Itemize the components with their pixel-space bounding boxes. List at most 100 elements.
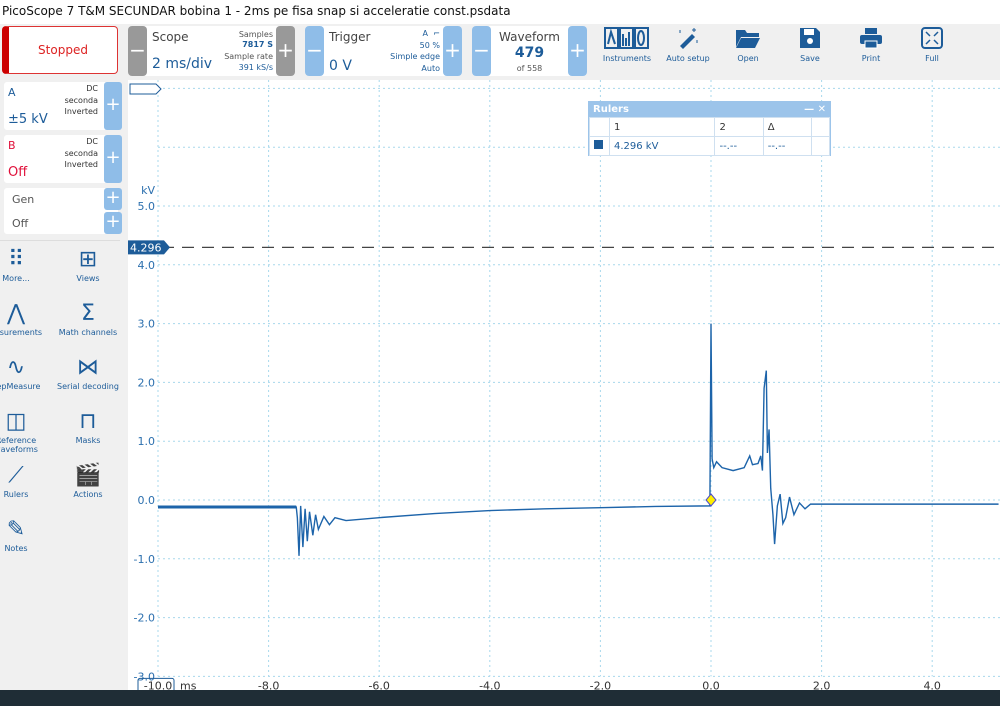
print-label: Print	[861, 54, 881, 63]
waveform-total: of 558	[516, 64, 543, 73]
waveform-label: Waveform	[499, 30, 560, 44]
channel-a-range[interactable]: ±5 kV	[8, 112, 48, 127]
channel-a-coupling: DC	[86, 84, 98, 93]
x-tick-label: -10.0	[144, 679, 172, 690]
sidebar-item-label: More...	[2, 274, 30, 283]
timebase-value[interactable]: 2 ms/div	[152, 56, 213, 72]
scope-group: − + Scope 2 ms/div Samples 7817 S Sample…	[128, 26, 295, 76]
folder-icon	[736, 30, 760, 48]
timebase-decrease-button[interactable]: −	[128, 26, 147, 76]
generator-name: Gen	[12, 193, 35, 206]
channel-b-range[interactable]: Off	[8, 165, 28, 180]
sidebar-item-sigma[interactable]: Σ Math channels	[56, 300, 120, 337]
ruler-1-value: 4.296 kV	[608, 136, 716, 156]
rulers-header[interactable]: Rulers — ✕	[589, 102, 830, 117]
sample-rate-value: 391 kS/s	[238, 63, 273, 72]
sidebar-item-dots-grid[interactable]: ⠿ More...	[0, 246, 48, 283]
sidebar-item-grid[interactable]: ⊞ Views	[56, 246, 120, 283]
trigger-decrease-button[interactable]: −	[305, 26, 324, 76]
fullscreen-icon	[921, 27, 943, 49]
wand-icon	[679, 28, 698, 49]
generator-state[interactable]: Off	[12, 217, 29, 230]
sidebar-item-label: eepMeasure	[0, 382, 41, 391]
sidebar-item-label: Serial decoding	[57, 382, 119, 391]
channel-a[interactable]: A DC seconda Inverted ±5 kV +	[4, 82, 122, 130]
sidebar-item-label: Views	[76, 274, 100, 283]
auto-setup-button[interactable]: Auto setup	[658, 26, 718, 63]
scope-view[interactable]: 5.0 4.0 3.0 2.0 1.0 0.0 -1.0 -2.0 -3.0 kV -10.0 -8.…	[128, 80, 1000, 693]
waveform-next-button[interactable]: +	[568, 26, 587, 76]
sidebar-item-mask[interactable]: ⊓ Masks	[56, 408, 120, 445]
taskbar	[0, 690, 1000, 706]
sidebar-item-ruler[interactable]: ⟋ Rulers	[0, 462, 48, 499]
channel-b-probe: seconda	[64, 149, 98, 158]
sidebar-item-reference[interactable]: ◫ Reference waveforms	[0, 408, 48, 454]
timebase-increase-button[interactable]: +	[276, 26, 295, 76]
rulers-header-2: 2	[714, 117, 764, 137]
sidebar-item-label: Math channels	[58, 328, 118, 337]
waveform-prev-button[interactable]: −	[472, 26, 491, 76]
window-title: PicoScope 7 T&M SECUNDAR bobina 1 - 2ms …	[0, 0, 1000, 24]
waveform-number[interactable]: 479	[514, 45, 545, 61]
save-button[interactable]: Save	[780, 26, 840, 63]
sidebar-item-serial[interactable]: ⋈ Serial decoding	[56, 354, 120, 391]
x-tick-label: 4.0	[923, 679, 941, 690]
instruments-button[interactable]: Instruments	[597, 26, 657, 63]
print-button[interactable]: Print	[841, 26, 901, 63]
y-tick-label: -3.0	[134, 670, 155, 683]
ruler-delta-value: --.--	[762, 136, 813, 156]
rulers-header-cell	[589, 117, 610, 137]
open-button[interactable]: Open	[718, 26, 778, 63]
sigma-icon: Σ	[81, 301, 95, 326]
full-screen-button[interactable]: Full	[902, 26, 962, 63]
x-tick-label: -6.0	[368, 679, 389, 690]
trigger-type: Simple edge	[390, 52, 440, 61]
ruler-handle-label: 4.296	[130, 241, 162, 254]
full-label: Full	[925, 54, 939, 63]
channel-b-invert: Inverted	[64, 160, 98, 169]
waveform-chart[interactable]: 5.0 4.0 3.0 2.0 1.0 0.0 -1.0 -2.0 -3.0 kV -10.0 -8.…	[128, 80, 1000, 693]
x-tick-label: -4.0	[479, 679, 500, 690]
auto-setup-label: Auto setup	[666, 54, 710, 63]
channel-a-plus-button[interactable]: +	[104, 82, 122, 130]
channel-b-plus-button[interactable]: +	[104, 135, 122, 183]
trigger-level[interactable]: 0 V	[329, 58, 352, 74]
save-label: Save	[800, 54, 820, 63]
x-axis-unit: ms	[180, 679, 197, 690]
channel-b[interactable]: B DC seconda Inverted Off +	[4, 135, 122, 183]
divider	[0, 240, 120, 241]
generator-plus-button[interactable]: +	[104, 187, 122, 210]
rulers-title: Rulers	[593, 104, 629, 115]
sidebar-item-clapper[interactable]: 🎬 Actions	[56, 462, 120, 499]
channel-b-coupling: DC	[86, 137, 98, 146]
samples-value: 7817 S	[242, 40, 273, 49]
compass-icon: ⋀	[6, 301, 26, 326]
waveform-group: − + Waveform 479 of 558	[472, 26, 587, 76]
note-icon: ✎	[6, 517, 26, 542]
x-tick-label: 0.0	[702, 679, 720, 690]
rulers-header-delta: Δ	[762, 117, 813, 137]
grid-icon: ⊞	[78, 247, 98, 272]
y-tick-label: 4.0	[138, 259, 156, 272]
trigger-label: Trigger	[329, 30, 371, 44]
channel-a-name: A	[8, 86, 16, 99]
y-tick-label: -1.0	[134, 553, 155, 566]
rulers-close-icon[interactable]: — ✕	[804, 104, 826, 115]
sidebar-item-note[interactable]: ✎ Notes	[0, 516, 48, 553]
run-stop-button[interactable]: Stopped	[2, 26, 118, 74]
waveform-trace-a	[158, 323, 999, 556]
falling-edge-icon: ⌐	[433, 29, 440, 38]
channel-a-invert: Inverted	[64, 107, 98, 116]
rulers-cell	[811, 136, 830, 156]
sidebar-item-compass[interactable]: ⋀ easurements	[0, 300, 48, 337]
trigger-increase-button[interactable]: +	[443, 26, 462, 76]
trigger-channel: A	[422, 29, 428, 38]
instruments-label: Instruments	[602, 54, 652, 63]
generator[interactable]: Gen Off + +	[4, 188, 122, 234]
sidebar-item-sine-wave[interactable]: ∿ eepMeasure	[0, 354, 48, 391]
generator-plus-button-2[interactable]: +	[104, 211, 122, 234]
floppy-icon	[800, 28, 820, 48]
ruler-2-value: --.--	[714, 136, 764, 156]
